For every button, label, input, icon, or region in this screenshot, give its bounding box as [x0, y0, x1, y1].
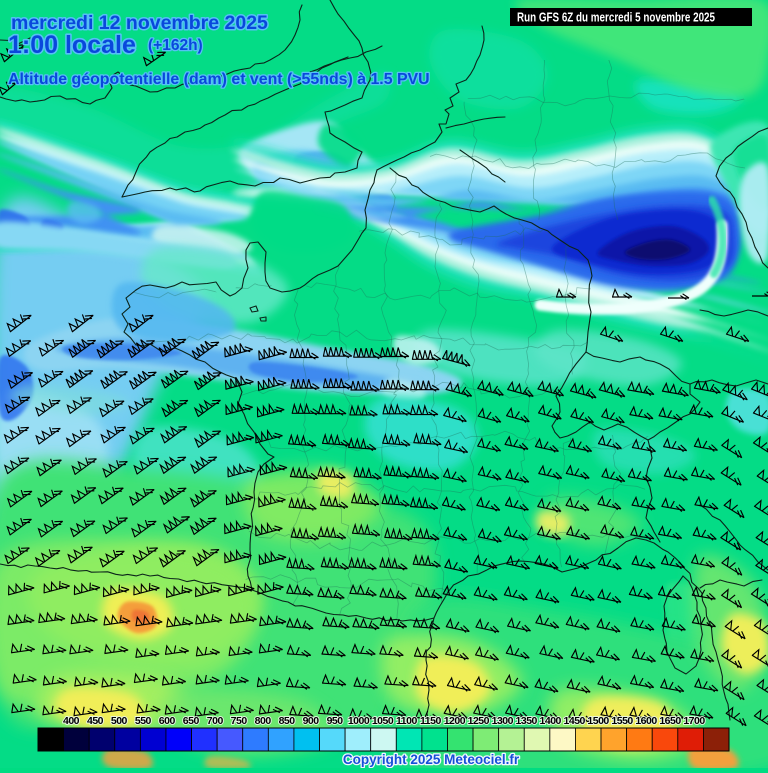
- svg-text:1350: 1350: [516, 715, 538, 727]
- svg-text:1050: 1050: [372, 715, 394, 727]
- svg-text:850: 850: [279, 715, 296, 727]
- svg-text:1000: 1000: [348, 715, 370, 727]
- svg-text:650: 650: [183, 715, 200, 727]
- svg-text:1:00 locale: 1:00 locale: [8, 31, 136, 59]
- svg-text:1100: 1100: [396, 715, 417, 727]
- svg-text:450: 450: [87, 715, 104, 727]
- svg-text:Copyright 2025 Meteociel.fr: Copyright 2025 Meteociel.fr: [343, 752, 520, 767]
- svg-text:750: 750: [231, 715, 248, 727]
- svg-text:mercredi 12 novembre 2025: mercredi 12 novembre 2025: [11, 12, 268, 34]
- svg-text:500: 500: [111, 715, 128, 727]
- svg-text:400: 400: [63, 715, 80, 727]
- svg-text:Run GFS 6Z du mercredi 5 novem: Run GFS 6Z du mercredi 5 novembre 2025: [517, 11, 715, 25]
- svg-text:1550: 1550: [611, 715, 633, 727]
- svg-text:(+162h): (+162h): [148, 37, 203, 54]
- svg-text:700: 700: [207, 715, 224, 727]
- svg-text:800: 800: [255, 715, 272, 727]
- svg-text:900: 900: [303, 715, 320, 727]
- svg-text:1200: 1200: [444, 715, 466, 727]
- svg-text:550: 550: [135, 715, 152, 727]
- svg-text:1700: 1700: [683, 715, 705, 727]
- svg-text:Altitude géopotentielle (dam): Altitude géopotentielle (dam) et vent (>…: [8, 71, 430, 88]
- svg-text:1300: 1300: [492, 715, 514, 727]
- svg-text:1450: 1450: [564, 715, 586, 727]
- svg-text:1250: 1250: [468, 715, 490, 727]
- svg-text:1600: 1600: [635, 715, 657, 727]
- svg-text:600: 600: [159, 715, 176, 727]
- svg-text:1650: 1650: [659, 715, 681, 727]
- svg-text:1400: 1400: [540, 715, 562, 727]
- svg-text:1500: 1500: [587, 715, 609, 727]
- svg-text:1150: 1150: [420, 715, 441, 727]
- svg-text:950: 950: [327, 715, 344, 727]
